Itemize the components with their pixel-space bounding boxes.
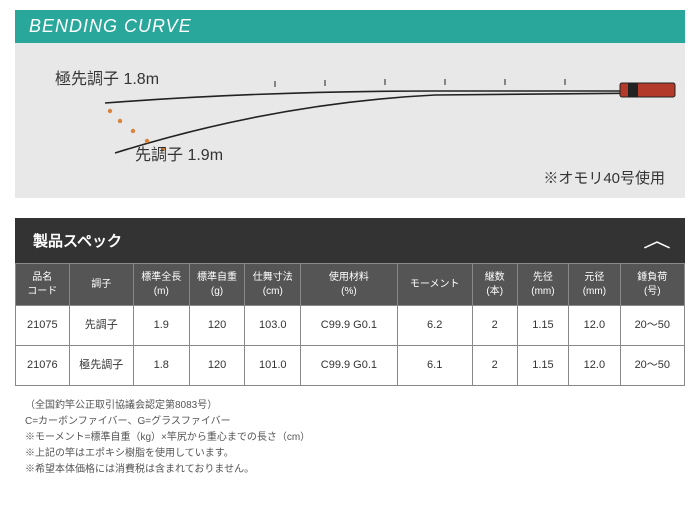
table-row: 21075先調子1.9120103.0C99.9 G0.16.221.1512.… — [16, 306, 685, 346]
table-cell: 先調子 — [69, 306, 133, 346]
table-header-cell: 錘負荷(号) — [620, 264, 684, 306]
bending-curve-section: BENDING CURVE 極先調子 1.8m 先調子 1.9m ※オモリ40号… — [15, 10, 685, 198]
curve-label-top: 極先調子 1.8m — [55, 65, 159, 89]
table-header-cell: モーメント — [397, 264, 472, 306]
table-cell: 21076 — [16, 346, 70, 386]
chevron-up-icon: ︿ — [643, 231, 671, 251]
footnotes: （全国釣竿公正取引協議会認定第8083号）C=カーボンファイバー、G=グラスファ… — [15, 398, 685, 478]
table-cell: 1.8 — [133, 346, 189, 386]
table-cell: 1.15 — [517, 306, 568, 346]
table-cell: 12.0 — [569, 306, 620, 346]
table-cell: 極先調子 — [69, 346, 133, 386]
table-cell: 2 — [472, 306, 517, 346]
table-cell: 1.9 — [133, 306, 189, 346]
table-header-cell: 調子 — [69, 264, 133, 306]
bending-header: BENDING CURVE — [15, 10, 685, 43]
table-cell: 20～50 — [620, 346, 684, 386]
table-cell: 6.1 — [397, 346, 472, 386]
table-cell: C99.9 G0.1 — [301, 346, 397, 386]
table-cell: 21075 — [16, 306, 70, 346]
table-cell: 6.2 — [397, 306, 472, 346]
table-row: 21076極先調子1.8120101.0C99.9 G0.16.121.1512… — [16, 346, 685, 386]
table-cell: 2 — [472, 346, 517, 386]
footnote-line: （全国釣竿公正取引協議会認定第8083号） — [25, 398, 685, 414]
table-header-cell: 使用材料(%) — [301, 264, 397, 306]
curve-label-bottom: 先調子 1.9m — [135, 141, 223, 165]
table-cell: 1.15 — [517, 346, 568, 386]
spec-table: 品名コード調子標準全長(m)標準自重(g)仕舞寸法(cm)使用材料(%)モーメン… — [15, 263, 685, 386]
table-cell: 103.0 — [245, 306, 301, 346]
table-header-cell: 元径(mm) — [569, 264, 620, 306]
footnote-line: C=カーボンファイバー、G=グラスファイバー — [25, 414, 685, 430]
footnote-line: ※希望本体価格には消費税は含まれておりません。 — [25, 462, 685, 478]
table-header-cell: 先径(mm) — [517, 264, 568, 306]
bending-body: 極先調子 1.8m 先調子 1.9m ※オモリ40号使用 — [15, 43, 685, 198]
table-cell: C99.9 G0.1 — [301, 306, 397, 346]
table-header-cell: 標準全長(m) — [133, 264, 189, 306]
table-header-row: 品名コード調子標準全長(m)標準自重(g)仕舞寸法(cm)使用材料(%)モーメン… — [16, 264, 685, 306]
table-header-cell: 仕舞寸法(cm) — [245, 264, 301, 306]
spec-title: 製品スペック — [33, 230, 122, 251]
spec-header[interactable]: 製品スペック ︿ — [15, 218, 685, 263]
spec-section: 製品スペック ︿ 品名コード調子標準全長(m)標準自重(g)仕舞寸法(cm)使用… — [15, 218, 685, 386]
table-cell: 120 — [189, 306, 245, 346]
table-cell: 12.0 — [569, 346, 620, 386]
table-cell: 120 — [189, 346, 245, 386]
table-header-cell: 標準自重(g) — [189, 264, 245, 306]
footnote-line: ※モーメント=標準自重（kg）×竿尻から重心までの長さ（cm） — [25, 430, 685, 446]
footnote-line: ※上記の竿はエポキシ樹脂を使用しています。 — [25, 446, 685, 462]
table-header-cell: 品名コード — [16, 264, 70, 306]
table-header-cell: 継数(本) — [472, 264, 517, 306]
curve-note: ※オモリ40号使用 — [543, 167, 665, 188]
table-cell: 20～50 — [620, 306, 684, 346]
table-cell: 101.0 — [245, 346, 301, 386]
